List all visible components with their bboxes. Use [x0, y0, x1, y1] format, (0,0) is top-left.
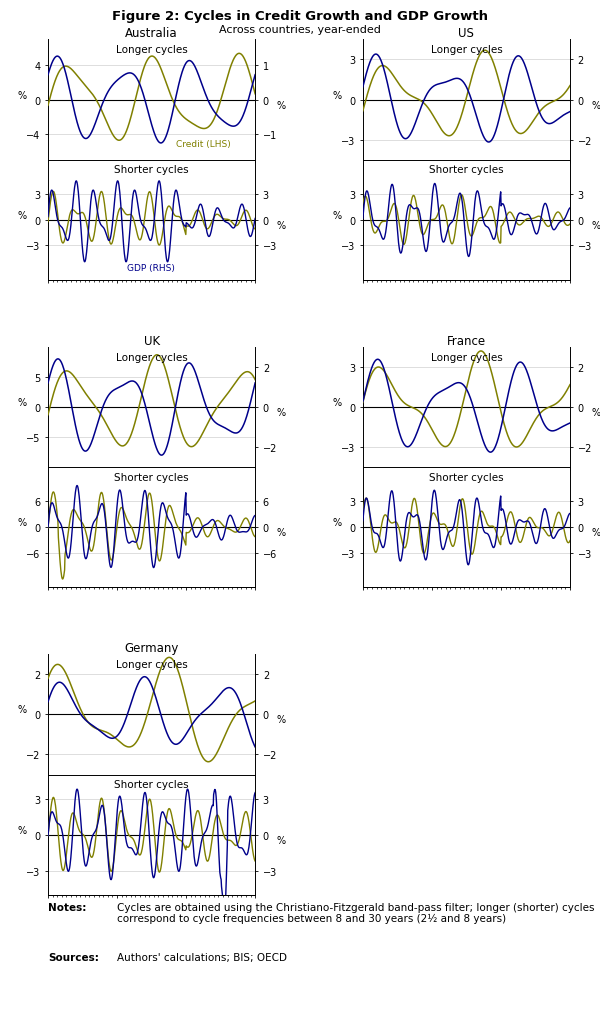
Text: Authors' calculations; BIS; OECD: Authors' calculations; BIS; OECD — [117, 952, 287, 962]
Text: GDP (RHS): GDP (RHS) — [127, 264, 175, 273]
Text: Notes:: Notes: — [48, 902, 86, 912]
Y-axis label: %: % — [277, 407, 286, 418]
Y-axis label: %: % — [277, 220, 286, 231]
Y-axis label: %: % — [17, 210, 26, 220]
Text: Across countries, year-ended: Across countries, year-ended — [219, 25, 381, 35]
Text: Shorter cycles: Shorter cycles — [114, 472, 189, 482]
Text: Shorter cycles: Shorter cycles — [114, 165, 189, 175]
Text: Longer cycles: Longer cycles — [116, 45, 187, 56]
Y-axis label: %: % — [592, 407, 600, 418]
Text: Figure 2: Cycles in Credit Growth and GDP Growth: Figure 2: Cycles in Credit Growth and GD… — [112, 10, 488, 23]
Y-axis label: %: % — [17, 705, 26, 715]
Text: Sources:: Sources: — [48, 952, 99, 962]
Y-axis label: %: % — [332, 210, 341, 220]
Y-axis label: %: % — [277, 100, 286, 110]
Y-axis label: %: % — [17, 825, 26, 835]
Title: US: US — [458, 27, 475, 40]
Text: Shorter cycles: Shorter cycles — [429, 165, 504, 175]
Text: Longer cycles: Longer cycles — [116, 353, 187, 362]
Y-axis label: %: % — [17, 397, 26, 407]
Y-axis label: %: % — [592, 100, 600, 110]
Y-axis label: %: % — [332, 397, 341, 407]
Y-axis label: %: % — [277, 715, 286, 725]
Text: Shorter cycles: Shorter cycles — [429, 472, 504, 482]
Title: Australia: Australia — [125, 27, 178, 40]
Text: Shorter cycles: Shorter cycles — [114, 779, 189, 790]
Y-axis label: %: % — [592, 220, 600, 231]
Title: UK: UK — [143, 335, 160, 348]
Text: Longer cycles: Longer cycles — [431, 45, 502, 56]
Text: Credit (LHS): Credit (LHS) — [176, 140, 231, 149]
Y-axis label: %: % — [17, 90, 26, 100]
Y-axis label: %: % — [332, 518, 341, 528]
Text: Cycles are obtained using the Christiano-Fitzgerald band-pass filter; longer (sh: Cycles are obtained using the Christiano… — [117, 902, 595, 923]
Text: Longer cycles: Longer cycles — [431, 353, 502, 362]
Y-axis label: %: % — [277, 835, 286, 845]
Y-axis label: %: % — [592, 528, 600, 538]
Text: Longer cycles: Longer cycles — [116, 659, 187, 669]
Title: France: France — [447, 335, 486, 348]
Y-axis label: %: % — [17, 518, 26, 528]
Title: Germany: Germany — [124, 642, 179, 655]
Y-axis label: %: % — [332, 90, 341, 100]
Y-axis label: %: % — [277, 528, 286, 538]
